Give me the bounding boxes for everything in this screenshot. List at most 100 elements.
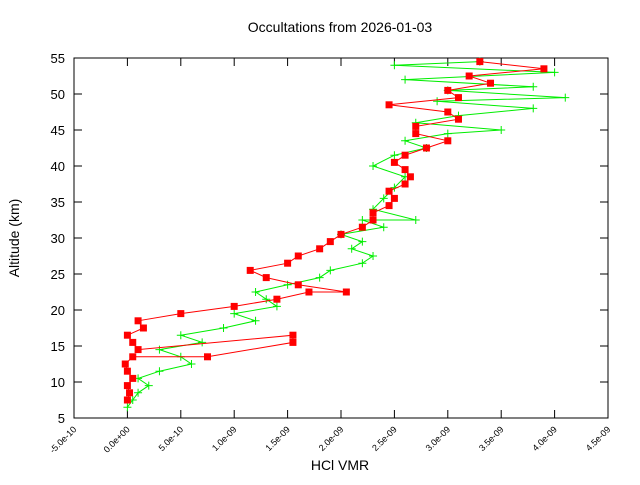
y-axis-label: Altitude (km): [6, 199, 22, 278]
marker: [204, 353, 211, 361]
marker: [529, 104, 538, 113]
marker: [401, 180, 409, 188]
marker: [379, 194, 388, 203]
marker: [134, 317, 142, 325]
marker: [134, 388, 143, 397]
marker: [411, 216, 420, 224]
marker: [347, 244, 356, 253]
y-tick-label: 35: [51, 195, 65, 210]
marker: [289, 338, 297, 346]
marker: [406, 173, 414, 181]
marker: [177, 310, 185, 318]
marker: [294, 252, 302, 260]
y-tick-label: 45: [51, 123, 65, 138]
marker: [121, 360, 129, 368]
marker: [369, 216, 377, 224]
marker: [123, 331, 131, 339]
marker: [443, 129, 452, 138]
x-axis-label: HCl VMR: [311, 457, 369, 473]
marker: [476, 58, 484, 66]
y-tick-label: 40: [51, 159, 65, 174]
marker: [198, 338, 207, 347]
marker: [326, 266, 335, 275]
marker: [337, 230, 345, 238]
marker: [342, 288, 350, 296]
chart-title: Occultations from 2026-01-03: [248, 19, 433, 35]
y-tick-label: 50: [51, 87, 65, 102]
marker: [454, 115, 462, 123]
marker: [412, 122, 420, 130]
plot-frame: [73, 57, 609, 419]
marker: [401, 166, 409, 174]
marker: [390, 61, 399, 70]
y-tick-label: 20: [51, 303, 65, 318]
y-tick-label: 25: [51, 267, 65, 282]
y-tick-label: 30: [51, 231, 65, 246]
marker: [251, 316, 260, 325]
marker: [123, 367, 131, 375]
marker: [444, 86, 452, 94]
marker: [465, 72, 473, 80]
marker: [390, 151, 399, 160]
marker: [540, 65, 548, 73]
marker: [390, 158, 398, 166]
marker: [422, 144, 430, 152]
marker: [251, 288, 260, 296]
y-tick-label: 10: [51, 375, 65, 390]
marker: [230, 309, 239, 318]
marker: [529, 82, 538, 91]
marker: [289, 331, 297, 339]
marker: [219, 324, 228, 332]
marker: [284, 259, 292, 267]
marker: [497, 126, 506, 134]
marker: [246, 266, 254, 274]
marker: [326, 238, 334, 246]
marker: [230, 302, 238, 310]
marker: [272, 302, 281, 311]
marker: [487, 79, 495, 87]
marker: [385, 101, 393, 109]
y-tick-label: 15: [51, 339, 65, 354]
marker: [358, 259, 367, 268]
y-tick-label: 5: [58, 411, 65, 426]
marker: [315, 273, 324, 282]
marker: [358, 237, 367, 246]
marker: [273, 295, 281, 303]
marker: [262, 295, 271, 304]
marker: [123, 382, 131, 390]
marker: [433, 97, 442, 106]
marker: [412, 130, 420, 138]
marker: [444, 137, 452, 145]
marker: [385, 187, 393, 195]
marker: [134, 346, 142, 354]
series-line: [124, 61, 544, 401]
marker: [305, 288, 313, 296]
marker: [358, 216, 367, 224]
marker: [369, 162, 378, 170]
marker: [379, 223, 388, 232]
marker: [129, 338, 137, 346]
marker: [139, 324, 147, 332]
marker: [129, 374, 137, 382]
marker: [561, 93, 570, 102]
marker: [187, 360, 196, 368]
marker: [454, 94, 462, 102]
marker: [155, 367, 164, 376]
marker: [550, 68, 559, 77]
marker: [262, 274, 270, 282]
marker: [294, 281, 302, 289]
y-tick-label: 55: [51, 51, 65, 66]
marker: [176, 331, 185, 340]
marker: [129, 353, 137, 361]
marker: [155, 345, 164, 354]
marker: [358, 223, 366, 231]
marker: [390, 194, 398, 202]
marker: [369, 252, 378, 260]
marker: [123, 403, 132, 412]
marker: [401, 136, 410, 145]
marker: [401, 75, 410, 84]
marker: [144, 381, 153, 390]
marker: [369, 209, 377, 217]
